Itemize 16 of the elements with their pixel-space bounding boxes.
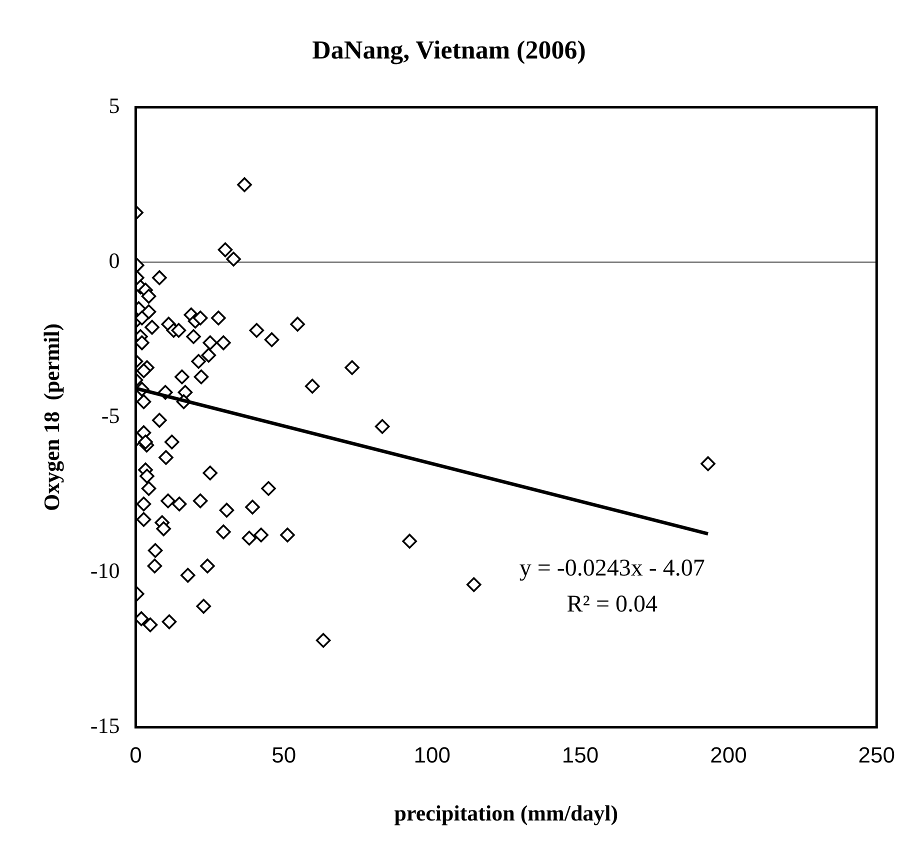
y-tick-label: -5: [101, 402, 120, 428]
x-tick-label: 150: [562, 742, 599, 768]
annotation: y = -0.0243x - 4.07: [519, 555, 705, 582]
y-tick-label: 5: [108, 92, 120, 118]
x-tick-label: 0: [130, 742, 142, 768]
chart-title: DaNang, Vietnam (2006): [312, 35, 586, 64]
y-tick-label: -10: [90, 558, 120, 583]
y-tick-label: 0: [108, 248, 120, 273]
annotation: R² = 0.04: [566, 591, 658, 618]
x-tick-label: 200: [710, 742, 747, 768]
y-tick-label: -15: [90, 712, 120, 738]
x-axis-title: precipitation (mm/dayl): [394, 800, 618, 826]
x-tick-label: 250: [858, 742, 896, 768]
x-tick-label: 50: [272, 742, 296, 768]
x-tick-label: 100: [414, 742, 450, 768]
y-axis-title: Oxygen 18 (permil): [38, 323, 64, 511]
